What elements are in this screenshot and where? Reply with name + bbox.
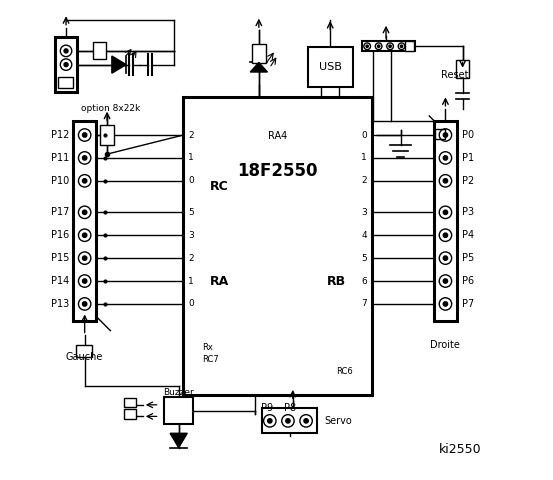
Text: 7: 7 [362, 300, 367, 309]
Text: 1: 1 [188, 154, 194, 162]
Text: 0: 0 [188, 300, 194, 309]
Text: 2: 2 [188, 253, 194, 263]
Circle shape [444, 133, 447, 137]
Polygon shape [251, 62, 268, 72]
Text: RA: RA [210, 275, 229, 288]
Text: P14: P14 [51, 276, 69, 286]
Text: P15: P15 [51, 253, 69, 263]
Circle shape [286, 419, 290, 423]
Circle shape [82, 302, 87, 306]
Bar [184, 97, 372, 395]
Text: P4: P4 [462, 230, 474, 240]
Text: Reset: Reset [441, 71, 468, 80]
Bar [262, 408, 317, 433]
Text: ki2550: ki2550 [439, 444, 482, 456]
Text: P11: P11 [51, 153, 69, 163]
Bar [124, 409, 135, 419]
Text: P7: P7 [462, 299, 474, 309]
Polygon shape [170, 433, 187, 447]
Circle shape [82, 256, 87, 260]
Text: Servo: Servo [324, 416, 352, 426]
Text: RC: RC [210, 180, 228, 193]
Circle shape [444, 233, 447, 238]
Bar [59, 77, 73, 88]
Circle shape [444, 210, 447, 215]
Text: 0: 0 [188, 176, 194, 185]
Bar [252, 44, 265, 63]
Text: Gauche: Gauche [66, 352, 103, 362]
Bar [55, 37, 77, 92]
Text: 1: 1 [362, 154, 367, 162]
Circle shape [444, 179, 447, 183]
Bar [73, 120, 96, 321]
Text: P1: P1 [462, 153, 474, 163]
Text: RB: RB [327, 275, 346, 288]
Text: 4: 4 [362, 231, 367, 240]
Text: P13: P13 [51, 299, 69, 309]
Circle shape [444, 302, 447, 306]
Bar [435, 129, 445, 139]
Text: Buzzer: Buzzer [163, 388, 194, 397]
Circle shape [366, 45, 368, 48]
Bar [434, 120, 457, 321]
Text: P0: P0 [462, 130, 474, 140]
Bar [93, 42, 106, 60]
Text: P9: P9 [261, 403, 273, 413]
Text: 6: 6 [362, 276, 367, 286]
Text: P16: P16 [51, 230, 69, 240]
Bar [101, 125, 114, 144]
Text: Droite: Droite [430, 340, 461, 350]
Text: 0: 0 [362, 131, 367, 140]
Circle shape [82, 210, 87, 215]
Text: P12: P12 [51, 130, 69, 140]
Text: 3: 3 [362, 208, 367, 217]
Circle shape [82, 179, 87, 183]
Text: RA4: RA4 [268, 131, 288, 141]
Text: 2: 2 [362, 176, 367, 185]
Text: 1: 1 [188, 276, 194, 286]
Circle shape [400, 45, 403, 48]
Text: RC6: RC6 [336, 367, 353, 376]
Bar [76, 345, 92, 357]
Text: P5: P5 [462, 253, 474, 263]
Bar [456, 60, 469, 78]
Text: Rx
RC7: Rx RC7 [202, 343, 220, 364]
Bar [405, 41, 414, 51]
Circle shape [82, 233, 87, 238]
Text: 5: 5 [362, 253, 367, 263]
Bar [124, 398, 135, 408]
Circle shape [64, 49, 68, 53]
Text: P10: P10 [51, 176, 69, 186]
Circle shape [82, 156, 87, 160]
Circle shape [444, 156, 447, 160]
Text: P6: P6 [462, 276, 474, 286]
Text: P8: P8 [284, 403, 296, 413]
Polygon shape [112, 56, 126, 73]
Bar [307, 47, 353, 87]
Text: 5: 5 [188, 208, 194, 217]
Circle shape [304, 419, 308, 423]
Text: option 8x22k: option 8x22k [81, 104, 140, 113]
Text: 3: 3 [188, 231, 194, 240]
Circle shape [378, 45, 380, 48]
Bar [362, 41, 415, 51]
Bar [164, 397, 193, 424]
Text: P3: P3 [462, 207, 474, 217]
Circle shape [389, 45, 392, 48]
Text: 2: 2 [188, 131, 194, 140]
Text: 18F2550: 18F2550 [237, 162, 318, 180]
Circle shape [444, 256, 447, 260]
Circle shape [444, 279, 447, 283]
Circle shape [268, 419, 272, 423]
Text: P2: P2 [462, 176, 474, 186]
Text: USB: USB [319, 62, 342, 72]
Text: P17: P17 [51, 207, 69, 217]
Circle shape [82, 279, 87, 283]
Circle shape [82, 133, 87, 137]
Circle shape [64, 62, 68, 67]
